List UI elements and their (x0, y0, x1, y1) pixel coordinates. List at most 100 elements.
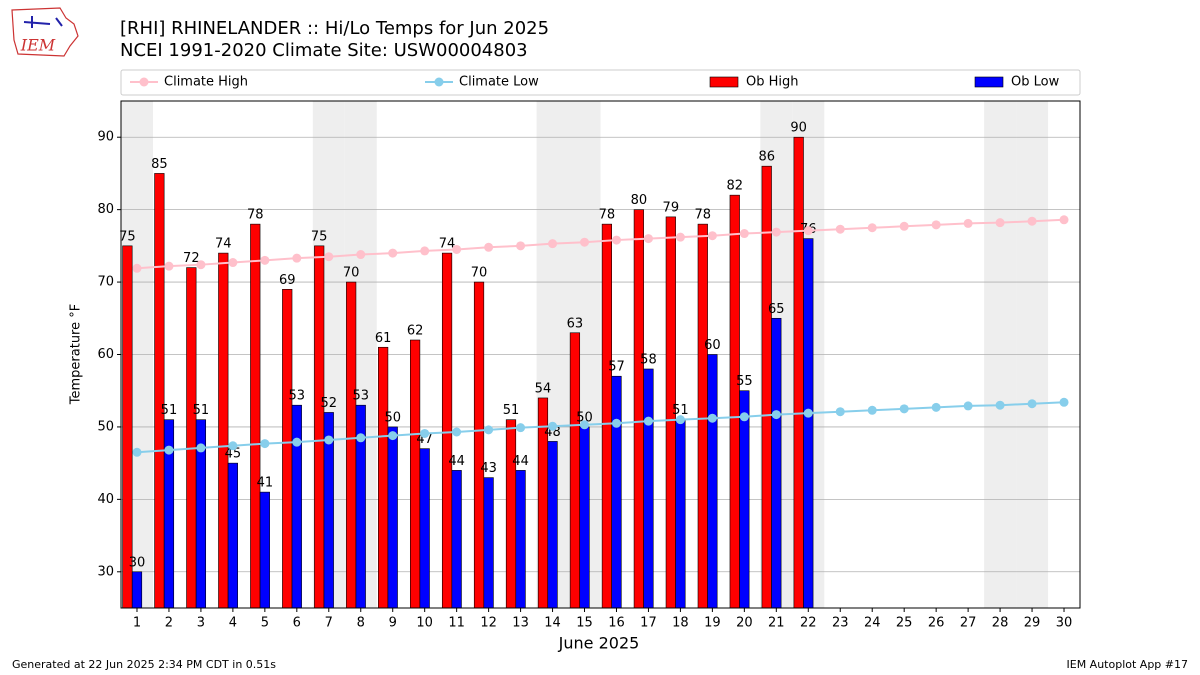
line-marker (739, 412, 749, 422)
line-marker (516, 423, 526, 433)
data-label: 52 (321, 396, 338, 411)
x-tick-label: 23 (832, 616, 849, 631)
line-marker (388, 431, 398, 441)
data-label: 63 (567, 316, 584, 331)
bar (473, 281, 485, 609)
data-label: 78 (599, 208, 616, 223)
x-tick-label: 29 (1024, 616, 1041, 631)
bar (259, 491, 270, 609)
x-tick-label: 13 (512, 616, 529, 631)
line-marker (675, 415, 685, 425)
line-marker (675, 232, 685, 242)
x-tick-label: 2 (165, 616, 173, 631)
line-marker (1027, 216, 1037, 226)
line-marker (899, 221, 909, 231)
x-tick-label: 1 (133, 616, 141, 631)
data-label: 72 (183, 251, 200, 266)
line-marker (292, 253, 302, 263)
bar (387, 426, 398, 609)
bar (282, 289, 293, 609)
x-tick-label: 5 (261, 616, 269, 631)
data-label: 53 (352, 389, 369, 404)
line-marker (452, 244, 462, 254)
line-marker (516, 241, 526, 251)
x-tick-label: 16 (608, 616, 625, 631)
x-tick-label: 24 (864, 616, 881, 631)
line-marker (356, 250, 366, 260)
bar (441, 252, 453, 609)
data-label: 65 (768, 302, 785, 317)
x-tick-label: 27 (960, 616, 977, 631)
bar (675, 419, 686, 609)
x-tick-label: 17 (640, 616, 657, 631)
legend-marker (139, 77, 149, 87)
data-label: 51 (161, 403, 178, 418)
line-marker (611, 235, 621, 245)
x-tick-label: 15 (576, 616, 593, 631)
data-label: 45 (225, 447, 242, 462)
line (136, 401, 1065, 454)
line-marker (643, 234, 653, 244)
data-label: 53 (289, 389, 306, 404)
line-marker (963, 218, 973, 228)
bar (643, 368, 654, 609)
bar (633, 209, 644, 609)
bar (739, 390, 750, 609)
bar (515, 470, 526, 609)
x-tick-label: 18 (672, 616, 689, 631)
data-label: 41 (257, 476, 274, 491)
line-marker (548, 239, 558, 249)
logo-outline (11, 7, 79, 57)
line-marker (803, 408, 813, 418)
x-tick-label: 26 (928, 616, 945, 631)
line-marker (548, 421, 558, 431)
line-marker (452, 427, 462, 437)
bar (547, 441, 558, 609)
line-marker (995, 218, 1005, 228)
bar (451, 470, 462, 609)
data-label: 75 (119, 229, 136, 244)
x-tick-label: 14 (544, 616, 561, 631)
y-tick-label: 50 (97, 419, 114, 434)
y-tick-label: 80 (97, 202, 114, 217)
bar (227, 462, 238, 609)
data-label: 55 (736, 374, 753, 389)
line-marker (867, 405, 877, 415)
data-label: 48 (544, 425, 561, 440)
legend-label: Climate High (164, 75, 248, 90)
data-label: 75 (311, 229, 328, 244)
data-label: 90 (790, 121, 807, 136)
x-tick-label: 12 (480, 616, 497, 631)
data-label: 74 (215, 237, 232, 252)
x-tick-label: 4 (229, 616, 237, 631)
y-tick-label: 60 (97, 347, 114, 362)
line-marker (292, 437, 302, 447)
line-marker (771, 227, 781, 237)
data-label: 54 (535, 381, 552, 396)
data-label: 82 (726, 179, 743, 194)
data-label: 62 (407, 324, 424, 339)
data-label: 86 (758, 150, 775, 165)
bar (707, 354, 718, 609)
line-marker (707, 231, 717, 241)
line-marker (356, 433, 366, 443)
bar (569, 332, 581, 609)
data-label: 61 (375, 331, 392, 346)
line-marker (196, 443, 206, 453)
y-axis-label: Temperature °F (69, 304, 84, 405)
data-label: 57 (608, 360, 625, 375)
x-axis-label: June 2025 (558, 634, 640, 653)
line-marker (771, 410, 781, 420)
data-label: 44 (448, 454, 465, 469)
line-marker (643, 416, 653, 426)
logo-icon (23, 16, 63, 28)
line-marker (963, 401, 973, 411)
x-tick-label: 11 (448, 616, 465, 631)
line (136, 218, 1065, 270)
bar (771, 317, 782, 609)
line-marker (1059, 215, 1069, 225)
line-marker (388, 248, 398, 258)
line-marker (324, 252, 334, 262)
bar (346, 281, 357, 609)
